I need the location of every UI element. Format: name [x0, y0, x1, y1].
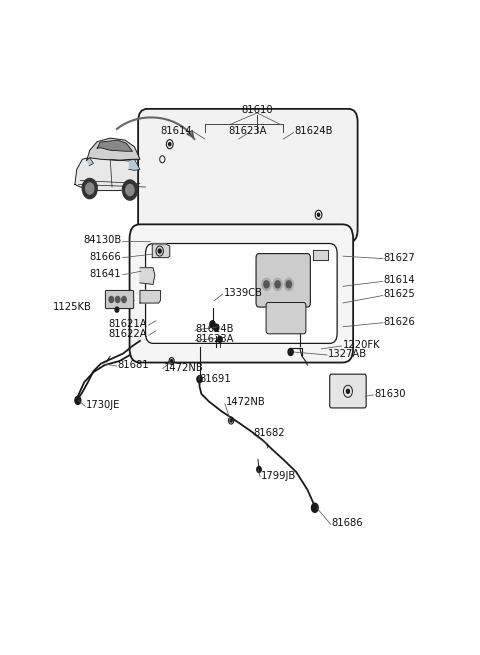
Polygon shape [87, 158, 94, 166]
Circle shape [286, 281, 291, 288]
Text: 1799JB: 1799JB [261, 471, 296, 481]
Text: 81610: 81610 [241, 105, 273, 115]
Text: 81627: 81627 [384, 253, 415, 263]
Circle shape [158, 249, 161, 253]
Text: 81623A: 81623A [228, 126, 267, 136]
Circle shape [230, 419, 232, 422]
Polygon shape [140, 290, 160, 303]
Text: 81682: 81682 [253, 428, 285, 438]
FancyBboxPatch shape [130, 225, 353, 363]
Circle shape [122, 180, 137, 200]
Circle shape [288, 348, 293, 356]
Text: 81624B: 81624B [196, 324, 234, 334]
Text: 81624B: 81624B [294, 126, 333, 136]
FancyBboxPatch shape [106, 290, 133, 309]
Text: 1472NB: 1472NB [163, 363, 203, 373]
FancyBboxPatch shape [256, 253, 311, 307]
Circle shape [284, 278, 293, 290]
Text: 81641: 81641 [90, 269, 121, 279]
Text: 81622A: 81622A [109, 329, 147, 339]
Circle shape [109, 297, 114, 303]
Text: 81621A: 81621A [109, 319, 147, 329]
Text: 81614: 81614 [160, 126, 192, 136]
Text: 81681: 81681 [118, 360, 149, 370]
Circle shape [115, 297, 120, 303]
Circle shape [347, 389, 349, 393]
Text: 81626: 81626 [384, 317, 415, 327]
Circle shape [210, 321, 215, 328]
Circle shape [273, 278, 282, 290]
Circle shape [275, 281, 280, 288]
Circle shape [122, 297, 126, 303]
Text: 81686: 81686 [332, 519, 363, 529]
Text: 1220FK: 1220FK [343, 340, 380, 350]
Text: 81691: 81691 [200, 374, 231, 384]
Circle shape [126, 185, 134, 196]
Circle shape [75, 396, 81, 404]
Circle shape [214, 324, 219, 331]
Circle shape [257, 466, 261, 472]
FancyBboxPatch shape [138, 109, 358, 242]
Circle shape [317, 214, 320, 216]
Text: 81666: 81666 [90, 252, 121, 261]
Text: 1339CB: 1339CB [224, 288, 263, 298]
Circle shape [85, 183, 94, 194]
Polygon shape [140, 268, 155, 284]
Polygon shape [97, 140, 132, 151]
Circle shape [312, 503, 318, 512]
Text: 1472NB: 1472NB [226, 398, 265, 407]
Circle shape [168, 143, 171, 145]
Circle shape [115, 307, 119, 312]
Text: 81623A: 81623A [196, 334, 234, 345]
Circle shape [218, 336, 222, 343]
Text: 1327AB: 1327AB [328, 349, 367, 359]
FancyBboxPatch shape [266, 303, 306, 334]
Polygon shape [313, 250, 328, 260]
Circle shape [264, 281, 269, 288]
FancyBboxPatch shape [330, 374, 366, 408]
Text: 81614: 81614 [384, 275, 415, 286]
Polygon shape [152, 244, 170, 257]
Circle shape [197, 376, 202, 383]
Circle shape [83, 178, 97, 198]
Text: 1730JE: 1730JE [86, 400, 120, 411]
Polygon shape [87, 138, 140, 160]
FancyBboxPatch shape [145, 244, 337, 343]
Circle shape [170, 360, 173, 363]
Text: 84130B: 84130B [83, 235, 121, 245]
Text: 1125KB: 1125KB [53, 302, 92, 312]
Text: 81630: 81630 [374, 389, 406, 399]
Text: 81625: 81625 [384, 290, 415, 299]
Polygon shape [75, 157, 145, 191]
Polygon shape [129, 159, 140, 170]
Circle shape [262, 278, 271, 290]
